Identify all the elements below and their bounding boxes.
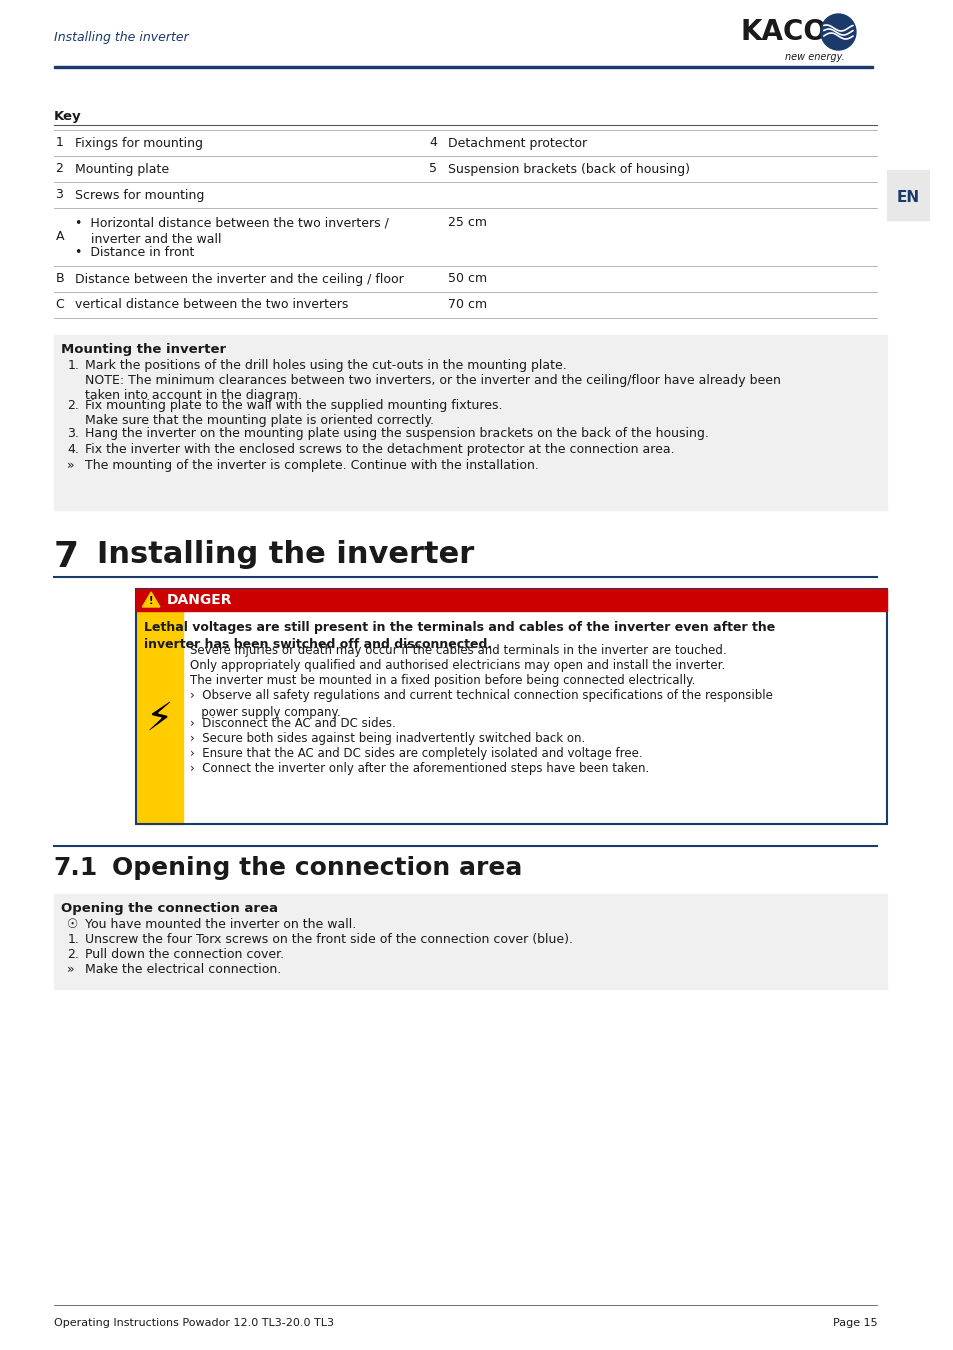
Text: 50 cm: 50 cm: [448, 273, 487, 285]
Text: 3: 3: [55, 189, 64, 201]
Text: 2: 2: [55, 162, 64, 176]
Text: Mounting the inverter: Mounting the inverter: [61, 343, 226, 356]
Text: Key: Key: [53, 109, 81, 123]
Text: 1: 1: [55, 136, 64, 150]
Text: 5: 5: [429, 162, 436, 176]
Text: Opening the connection area: Opening the connection area: [112, 856, 522, 880]
Text: Make the electrical connection.: Make the electrical connection.: [85, 963, 281, 976]
Text: Page 15: Page 15: [832, 1318, 877, 1328]
Text: Severe injuries or death may occur if the cables and terminals in the inverter a: Severe injuries or death may occur if th…: [190, 644, 726, 657]
Text: •  Distance in front: • Distance in front: [75, 246, 194, 259]
Text: Lethal voltages are still present in the terminals and cables of the inverter ev: Lethal voltages are still present in the…: [144, 621, 775, 651]
Bar: [53, 335, 886, 510]
Text: You have mounted the inverter on the wall.: You have mounted the inverter on the wal…: [85, 918, 355, 932]
Text: 2.: 2.: [68, 400, 79, 412]
Circle shape: [820, 14, 855, 50]
Text: Operating Instructions Powador 12.0 TL3-20.0 TL3: Operating Instructions Powador 12.0 TL3-…: [53, 1318, 334, 1328]
Text: ›  Ensure that the AC and DC sides are completely isolated and voltage free.: › Ensure that the AC and DC sides are co…: [190, 747, 642, 760]
Text: Suspension brackets (back of housing): Suspension brackets (back of housing): [448, 162, 690, 176]
Text: The inverter must be mounted in a fixed position before being connected electric: The inverter must be mounted in a fixed …: [190, 674, 695, 687]
Text: ☉: ☉: [68, 918, 78, 932]
Text: Fix mounting plate to the wall with the supplied mounting fixtures.
Make sure th: Fix mounting plate to the wall with the …: [85, 400, 502, 427]
Text: EN: EN: [896, 189, 920, 204]
Bar: [136, 589, 886, 612]
Text: vertical distance between the two inverters: vertical distance between the two invert…: [75, 298, 348, 312]
Text: ⚡: ⚡: [146, 701, 173, 738]
Text: KACO: KACO: [740, 18, 827, 46]
Text: 7.1: 7.1: [53, 856, 98, 880]
Text: »: »: [68, 963, 75, 976]
Text: !: !: [149, 595, 153, 606]
Text: DANGER: DANGER: [167, 593, 232, 608]
Text: Mounting plate: Mounting plate: [75, 162, 169, 176]
Text: Fix the inverter with the enclosed screws to the detachment protector at the con: Fix the inverter with the enclosed screw…: [85, 443, 674, 456]
Text: Mark the positions of the drill holes using the cut-outs in the mounting plate.
: Mark the positions of the drill holes us…: [85, 359, 780, 402]
Text: 4: 4: [429, 136, 436, 150]
Text: B: B: [55, 273, 64, 285]
Text: Only appropriately qualified and authorised electricians may open and install th: Only appropriately qualified and authori…: [190, 659, 724, 672]
Text: Unscrew the four Torx screws on the front side of the connection cover (blue).: Unscrew the four Torx screws on the fron…: [85, 933, 572, 946]
Text: C: C: [55, 298, 64, 312]
Text: Screws for mounting: Screws for mounting: [75, 189, 204, 201]
Bar: [136, 612, 183, 824]
Bar: [53, 894, 886, 990]
Text: The mounting of the inverter is complete. Continue with the installation.: The mounting of the inverter is complete…: [85, 459, 538, 472]
Bar: [886, 170, 929, 220]
Text: A: A: [55, 231, 64, 243]
Text: Installing the inverter: Installing the inverter: [97, 540, 475, 568]
Text: Installing the inverter: Installing the inverter: [53, 31, 188, 45]
Polygon shape: [142, 593, 160, 608]
Text: ›  Disconnect the AC and DC sides.: › Disconnect the AC and DC sides.: [190, 717, 395, 730]
Text: ›  Secure both sides against being inadvertently switched back on.: › Secure both sides against being inadve…: [190, 732, 585, 745]
Text: •  Horizontal distance between the two inverters /
    inverter and the wall: • Horizontal distance between the two in…: [75, 216, 389, 246]
Text: 4.: 4.: [68, 443, 79, 456]
Text: »: »: [68, 459, 75, 472]
Bar: [53, 66, 872, 68]
Text: 3.: 3.: [68, 427, 79, 440]
Text: Hang the inverter on the mounting plate using the suspension brackets on the bac: Hang the inverter on the mounting plate …: [85, 427, 708, 440]
Text: Pull down the connection cover.: Pull down the connection cover.: [85, 948, 284, 961]
Text: Opening the connection area: Opening the connection area: [61, 902, 278, 915]
Text: 25 cm: 25 cm: [448, 216, 487, 230]
Text: new energy.: new energy.: [784, 53, 843, 62]
Bar: [136, 589, 886, 824]
Text: Detachment protector: Detachment protector: [448, 136, 587, 150]
Text: 2.: 2.: [68, 948, 79, 961]
Text: 70 cm: 70 cm: [448, 298, 487, 312]
Text: 1.: 1.: [68, 359, 79, 373]
Text: ›  Observe all safety regulations and current technical connection specification: › Observe all safety regulations and cur…: [190, 688, 772, 720]
Text: ›  Connect the inverter only after the aforementioned steps have been taken.: › Connect the inverter only after the af…: [190, 761, 649, 775]
Text: Distance between the inverter and the ceiling / floor: Distance between the inverter and the ce…: [75, 273, 403, 285]
Text: Fixings for mounting: Fixings for mounting: [75, 136, 203, 150]
Text: 7: 7: [53, 540, 79, 574]
Text: 1.: 1.: [68, 933, 79, 946]
